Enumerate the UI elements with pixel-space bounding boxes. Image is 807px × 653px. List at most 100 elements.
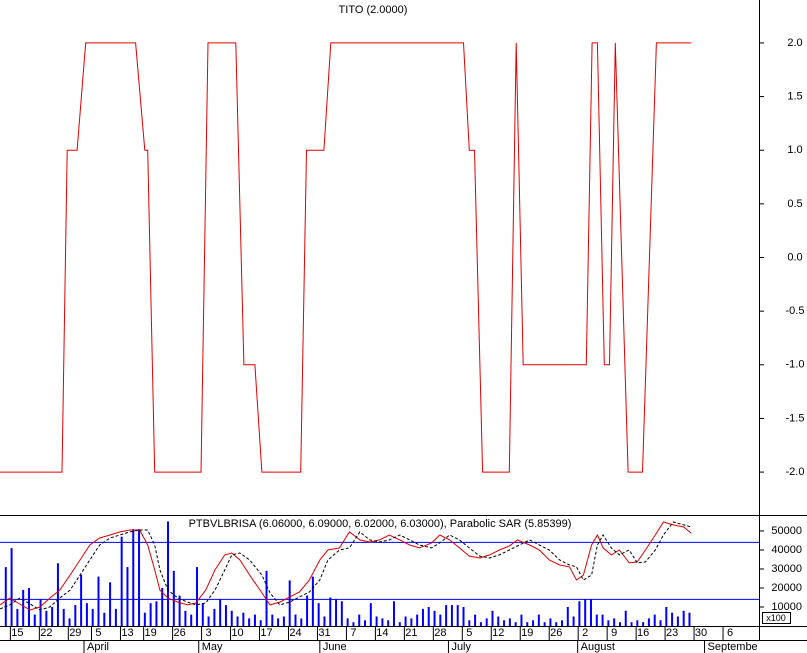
x-tick-label: 19 xyxy=(145,627,157,639)
y-tick-label: 50000 xyxy=(771,525,802,537)
bar xyxy=(503,620,506,626)
x-tick-label: 29 xyxy=(69,627,81,639)
x-tick-label: 19 xyxy=(521,627,533,639)
bar xyxy=(184,610,187,626)
bar xyxy=(300,618,303,626)
bar xyxy=(323,616,326,626)
bar xyxy=(618,622,621,626)
bar xyxy=(589,599,592,626)
bar xyxy=(508,618,511,626)
bar xyxy=(213,608,216,626)
x-tick-label: 14 xyxy=(376,627,388,639)
bar xyxy=(410,618,413,626)
bar xyxy=(259,620,262,626)
bar xyxy=(236,616,239,626)
x-tick-label: 28 xyxy=(434,627,446,639)
bar xyxy=(282,616,285,626)
y-tick-label: 1.5 xyxy=(787,90,802,102)
y-tick-label: -0.5 xyxy=(786,305,805,317)
month-label: Septembe xyxy=(708,641,758,653)
bar xyxy=(532,620,535,626)
bar xyxy=(369,603,372,626)
bar xyxy=(416,614,419,626)
bar xyxy=(4,567,7,626)
bar xyxy=(439,614,442,626)
bar xyxy=(543,622,546,626)
x-tick-label: 17 xyxy=(260,627,272,639)
x-tick-label: 5 xyxy=(466,627,472,639)
bar xyxy=(514,622,517,626)
x-tick-label: 24 xyxy=(289,627,301,639)
bar xyxy=(80,574,83,626)
bar xyxy=(468,620,471,626)
x-tick-label: 3 xyxy=(206,627,212,639)
bar xyxy=(195,567,198,626)
bar xyxy=(114,608,117,626)
bar xyxy=(392,601,395,626)
bar xyxy=(132,529,135,626)
bar xyxy=(265,570,268,626)
bar xyxy=(688,612,691,626)
x-tick-label: 23 xyxy=(666,627,678,639)
x-tick-label: 21 xyxy=(405,627,417,639)
x-tick-label: 6 xyxy=(727,627,733,639)
x-tick-label: 30 xyxy=(695,627,707,639)
bar xyxy=(352,622,355,626)
bar xyxy=(572,616,575,626)
bar xyxy=(450,605,453,626)
chart-title: PTBVLBRISA (6.06000, 6.09000, 6.02000, 6… xyxy=(189,518,572,530)
bar xyxy=(294,614,297,626)
bar xyxy=(676,616,679,626)
x-tick-label: 26 xyxy=(550,627,562,639)
bar xyxy=(381,618,384,626)
bar xyxy=(167,521,170,626)
bar xyxy=(33,614,36,626)
line xyxy=(0,521,692,611)
y-tick-label: -2.0 xyxy=(786,466,805,478)
bar xyxy=(317,603,320,626)
bar xyxy=(624,610,627,626)
multiplier-box xyxy=(762,612,791,624)
bar xyxy=(120,536,123,626)
bar xyxy=(288,580,291,626)
bar xyxy=(97,576,100,626)
bar xyxy=(103,612,106,626)
bar xyxy=(671,612,674,626)
bar xyxy=(462,606,465,626)
month-label: July xyxy=(451,641,471,653)
bar xyxy=(421,608,424,626)
bar xyxy=(578,601,581,626)
bar xyxy=(230,610,233,626)
bar xyxy=(340,601,343,626)
x-tick-label: 22 xyxy=(40,627,52,639)
bar xyxy=(358,614,361,626)
month-label: April xyxy=(87,641,109,653)
bar xyxy=(138,529,141,626)
bar xyxy=(630,622,633,626)
y-tick-label: 30000 xyxy=(771,563,802,575)
bar xyxy=(520,614,523,626)
bar xyxy=(491,610,494,626)
bar xyxy=(329,597,332,626)
bar xyxy=(224,605,227,626)
bar xyxy=(433,610,436,626)
bar xyxy=(253,614,256,626)
bar xyxy=(584,599,587,626)
bar xyxy=(242,612,245,626)
bar xyxy=(601,614,604,626)
bar xyxy=(56,563,59,626)
bar xyxy=(91,608,94,626)
bar xyxy=(595,614,598,626)
bar xyxy=(161,587,164,626)
bar xyxy=(346,618,349,626)
bar xyxy=(178,595,181,626)
y-tick-label: 20000 xyxy=(771,582,802,594)
y-tick-label: 40000 xyxy=(771,544,802,556)
bar xyxy=(665,606,668,626)
bar xyxy=(207,616,210,626)
x-tick-label: 15 xyxy=(11,627,23,639)
bar xyxy=(566,606,569,626)
bar xyxy=(109,582,112,626)
